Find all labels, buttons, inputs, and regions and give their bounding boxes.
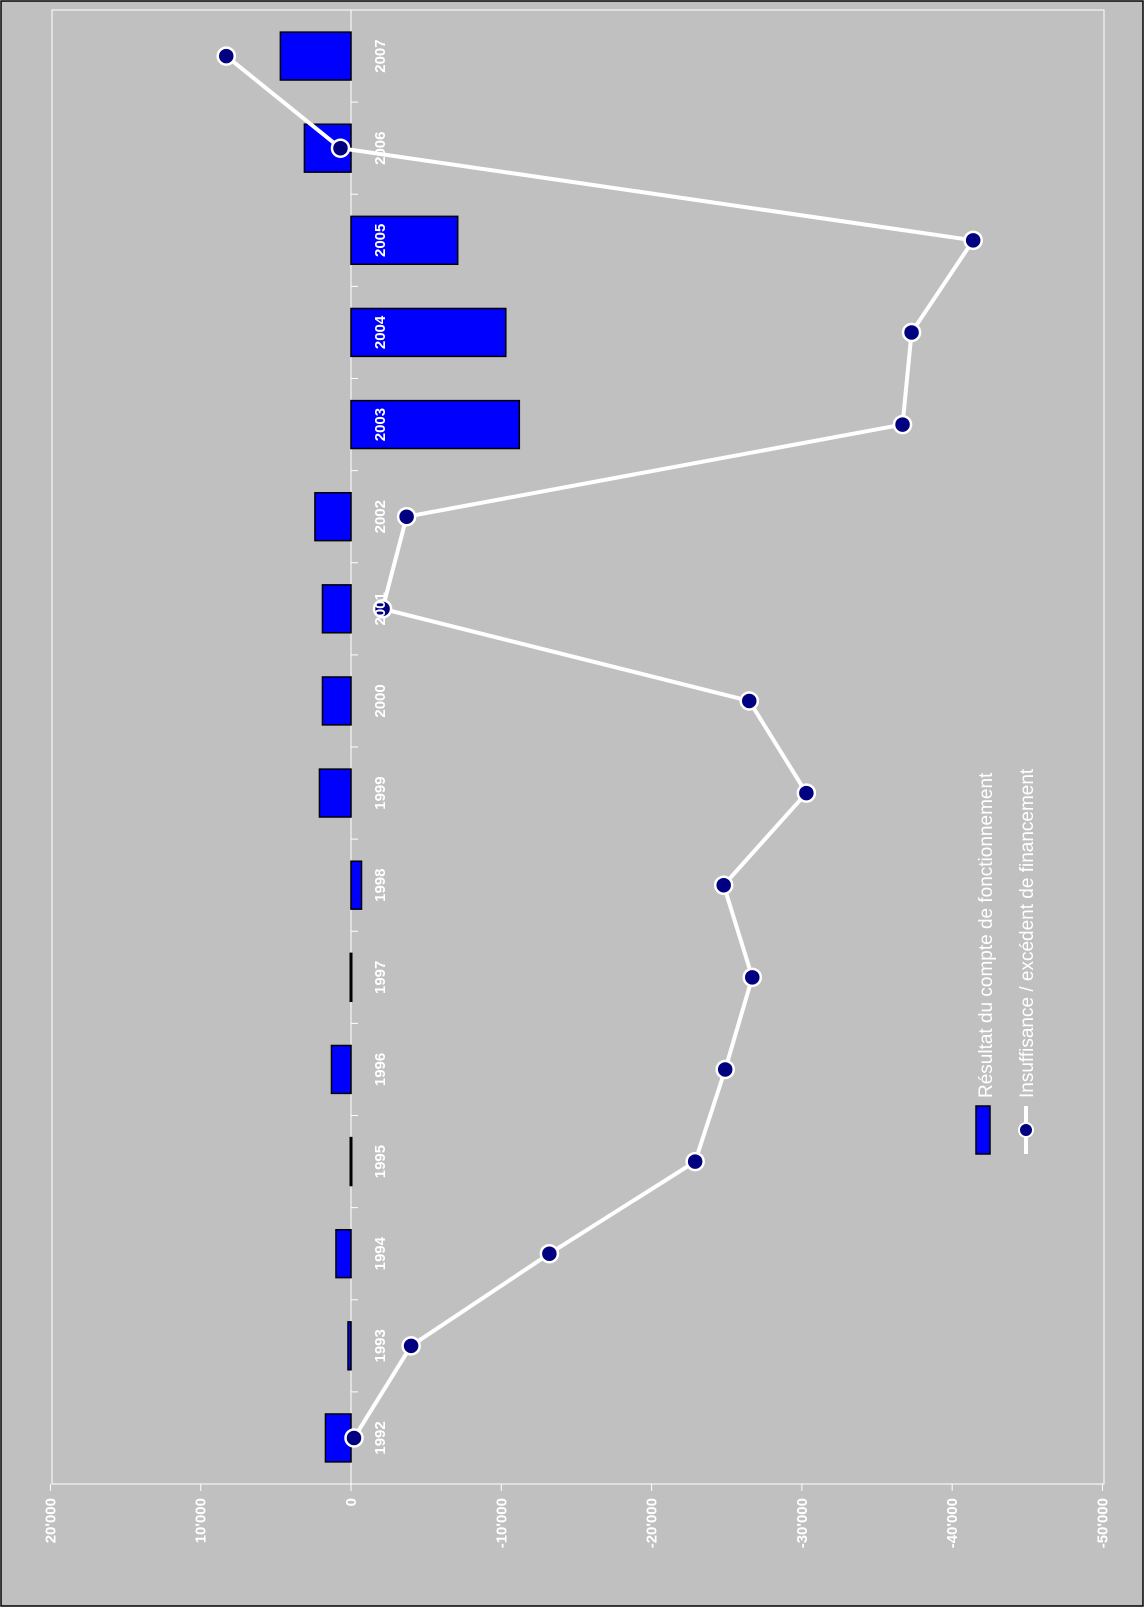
point-2003: [892, 414, 913, 435]
category-label-2005: 2005: [372, 224, 389, 257]
bar-2002: [314, 491, 352, 542]
legend-marker-swatch: [1018, 1122, 1034, 1138]
point-1993: [401, 1336, 421, 1356]
category-label-2001: 2001: [372, 592, 389, 625]
axes: 20'000 10'000 0 -10'000 -20'000 -30'000 -40'00…: [42, 9, 1111, 1548]
category-label-2000: 2000: [372, 684, 389, 717]
point-2004: [901, 322, 922, 343]
bar-2005: [350, 215, 459, 266]
category-label-2002: 2002: [372, 500, 389, 533]
category-label-1993: 1993: [372, 1329, 389, 1362]
point-2006: [330, 138, 351, 158]
point-2001: [372, 599, 393, 619]
value-tick-label: 10'000: [193, 1498, 210, 1543]
category-label-1998: 1998: [372, 869, 389, 902]
bar-1993: [347, 1321, 352, 1371]
bar-1994: [335, 1228, 352, 1279]
point-2007: [216, 46, 237, 66]
point-1996: [715, 1059, 735, 1080]
value-tick-label: -50'000: [1094, 1498, 1111, 1548]
point-2000: [739, 691, 760, 711]
line-series: [216, 46, 983, 1448]
category-label-1996: 1996: [372, 1053, 389, 1086]
point-2005: [963, 230, 983, 251]
point-1998: [713, 875, 734, 895]
bar-1996: [330, 1044, 352, 1095]
bar-2004: [350, 307, 507, 358]
bar-series: [279, 31, 521, 1463]
category-label-1995: 1995: [372, 1145, 389, 1178]
category-label-1997: 1997: [372, 961, 389, 994]
bar-2003: [350, 399, 521, 450]
bar-2001: [321, 584, 352, 634]
bar-1995: [349, 1136, 353, 1187]
value-tick-label: -10'000: [493, 1498, 510, 1548]
value-tick-label: 0: [343, 1498, 360, 1506]
point-2002: [396, 506, 417, 527]
point-1997: [742, 967, 763, 988]
category-label-2007: 2007: [372, 39, 389, 72]
legend: Résultat du compte de fonctionnement Insu…: [975, 768, 1038, 1155]
value-tick-label: -40'000: [944, 1498, 961, 1548]
legend-label-bars: Résultat du compte de fonctionnement: [976, 772, 997, 1098]
value-tick-label: -20'000: [644, 1498, 661, 1548]
point-1994: [539, 1243, 560, 1264]
financing-line: [225, 54, 976, 1439]
bar-1999: [318, 768, 352, 818]
legend-label-line: Insuffisance / excédent de financement: [1017, 768, 1038, 1098]
value-tick-label: -30'000: [794, 1498, 811, 1548]
category-label-2003: 2003: [372, 408, 389, 441]
category-label-1992: 1992: [372, 1421, 389, 1454]
bar-1998: [350, 860, 363, 910]
category-label-1999: 1999: [372, 776, 389, 809]
legend-bar-swatch: [975, 1105, 991, 1155]
category-label-1994: 1994: [372, 1236, 389, 1270]
category-labels: 1992 1993 1994 1995 1996 1997 1998 1999 2000 2001…: [372, 39, 389, 1454]
bar-2000: [321, 676, 352, 726]
point-1992: [344, 1428, 364, 1448]
category-label-2004: 2004: [372, 315, 389, 349]
point-1999: [796, 783, 817, 803]
bar-2007: [279, 31, 352, 81]
category-label-2006: 2006: [372, 132, 389, 165]
value-tick-label: 20'000: [42, 1498, 59, 1543]
point-1995: [685, 1151, 705, 1172]
bar-1997: [349, 952, 353, 1003]
